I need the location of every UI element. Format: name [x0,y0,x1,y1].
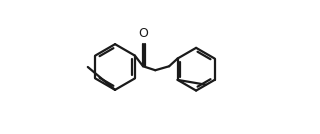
Text: O: O [138,27,148,40]
